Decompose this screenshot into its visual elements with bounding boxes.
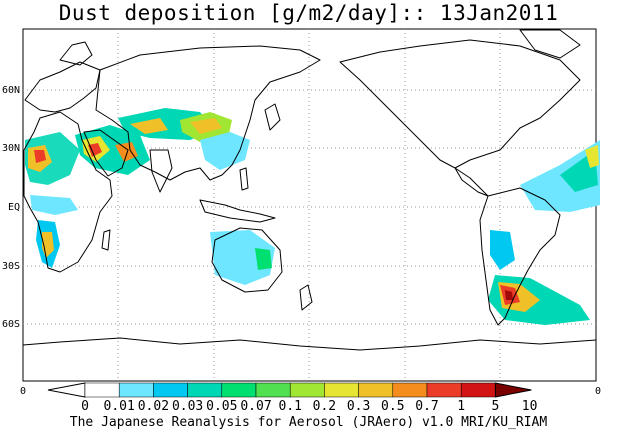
lat-label-30s: 30S <box>2 261 20 272</box>
colorbar-arrow-high <box>494 382 532 398</box>
colorbar-segment <box>221 382 257 398</box>
colorbar-label: 0 <box>81 399 89 414</box>
colorbar-label: 0.2 <box>313 399 336 414</box>
colorbar-label: 0.01 <box>104 399 135 414</box>
lat-label-60n: 60N <box>2 85 20 96</box>
coast-australia <box>211 227 283 293</box>
coast-south-america <box>479 187 561 326</box>
colorbar-left-end-label: 0 <box>20 386 26 397</box>
coast-antarctica <box>22 337 597 351</box>
coast-new-zealand <box>299 284 313 311</box>
coast-philippines <box>239 167 249 191</box>
dust-patagonia <box>490 230 515 270</box>
colorbar-label: 0.1 <box>278 399 301 414</box>
colorbar <box>47 382 532 398</box>
colorbar-segment <box>118 382 154 398</box>
lat-label-60s: 60S <box>2 319 20 330</box>
colorbar-segment <box>324 382 359 398</box>
colorbar-segment <box>153 382 188 398</box>
colorbar-segment <box>392 382 428 398</box>
dust-shading <box>25 108 600 325</box>
dust-guinea-plume <box>30 195 78 215</box>
graticule <box>23 29 596 381</box>
coast-arabia <box>83 129 129 177</box>
colorbar-segment <box>358 382 394 398</box>
lat-label-eq: EQ <box>8 202 20 213</box>
dust-sahara-outer <box>25 132 80 185</box>
colorbar-segment <box>460 382 496 398</box>
colorbar-segment <box>187 382 223 398</box>
dust-atlantic-plume <box>520 140 600 212</box>
coast-africa <box>23 111 113 273</box>
colorbar-label: 0.03 <box>172 399 203 414</box>
coast-japan <box>264 103 281 131</box>
colorbar-label: 0.7 <box>415 399 438 414</box>
colorbar-segment <box>426 382 462 398</box>
footer-credit: The Japanese Reanalysis for Aerosol (JRA… <box>69 415 548 430</box>
colorbar-label: 0.05 <box>206 399 237 414</box>
colorbar-label: 0.3 <box>347 399 370 414</box>
colorbar-arrow-low <box>47 382 86 398</box>
coast-asia <box>95 45 321 181</box>
coast-europe <box>24 61 101 113</box>
colorbar-label: 0.5 <box>381 399 404 414</box>
colorbar-labels: 0 0.01 0.02 0.03 0.05 0.07 0.1 0.2 0.3 0.5 0.7 1 5 10 <box>81 399 537 414</box>
coast-greenland <box>519 29 581 59</box>
colorbar-segment <box>255 382 291 398</box>
dust-east-asia <box>200 132 250 170</box>
map-title: Dust deposition [g/m2/day]:: 13Jan2011 <box>58 1 559 25</box>
coast-north-america <box>339 39 581 169</box>
coastlines <box>22 29 597 351</box>
colorbar-label: 1 <box>457 399 465 414</box>
latitude-labels: 60N 30N EQ 30S 60S <box>2 85 20 330</box>
lat-label-30n: 30N <box>2 143 20 154</box>
colorbar-label: 5 <box>491 399 499 414</box>
colorbar-label: 0.07 <box>240 399 271 414</box>
coast-madagascar <box>101 229 111 251</box>
coast-india <box>149 149 173 193</box>
colorbar-segment <box>84 382 120 398</box>
dust-australia <box>210 230 275 285</box>
colorbar-segment <box>289 382 325 398</box>
colorbar-label: 10 <box>522 399 538 414</box>
colorbar-label: 0.02 <box>138 399 169 414</box>
colorbar-right-end-label: 0 <box>595 386 601 397</box>
coast-indonesia <box>199 199 276 223</box>
coast-scandinavia <box>59 41 93 66</box>
